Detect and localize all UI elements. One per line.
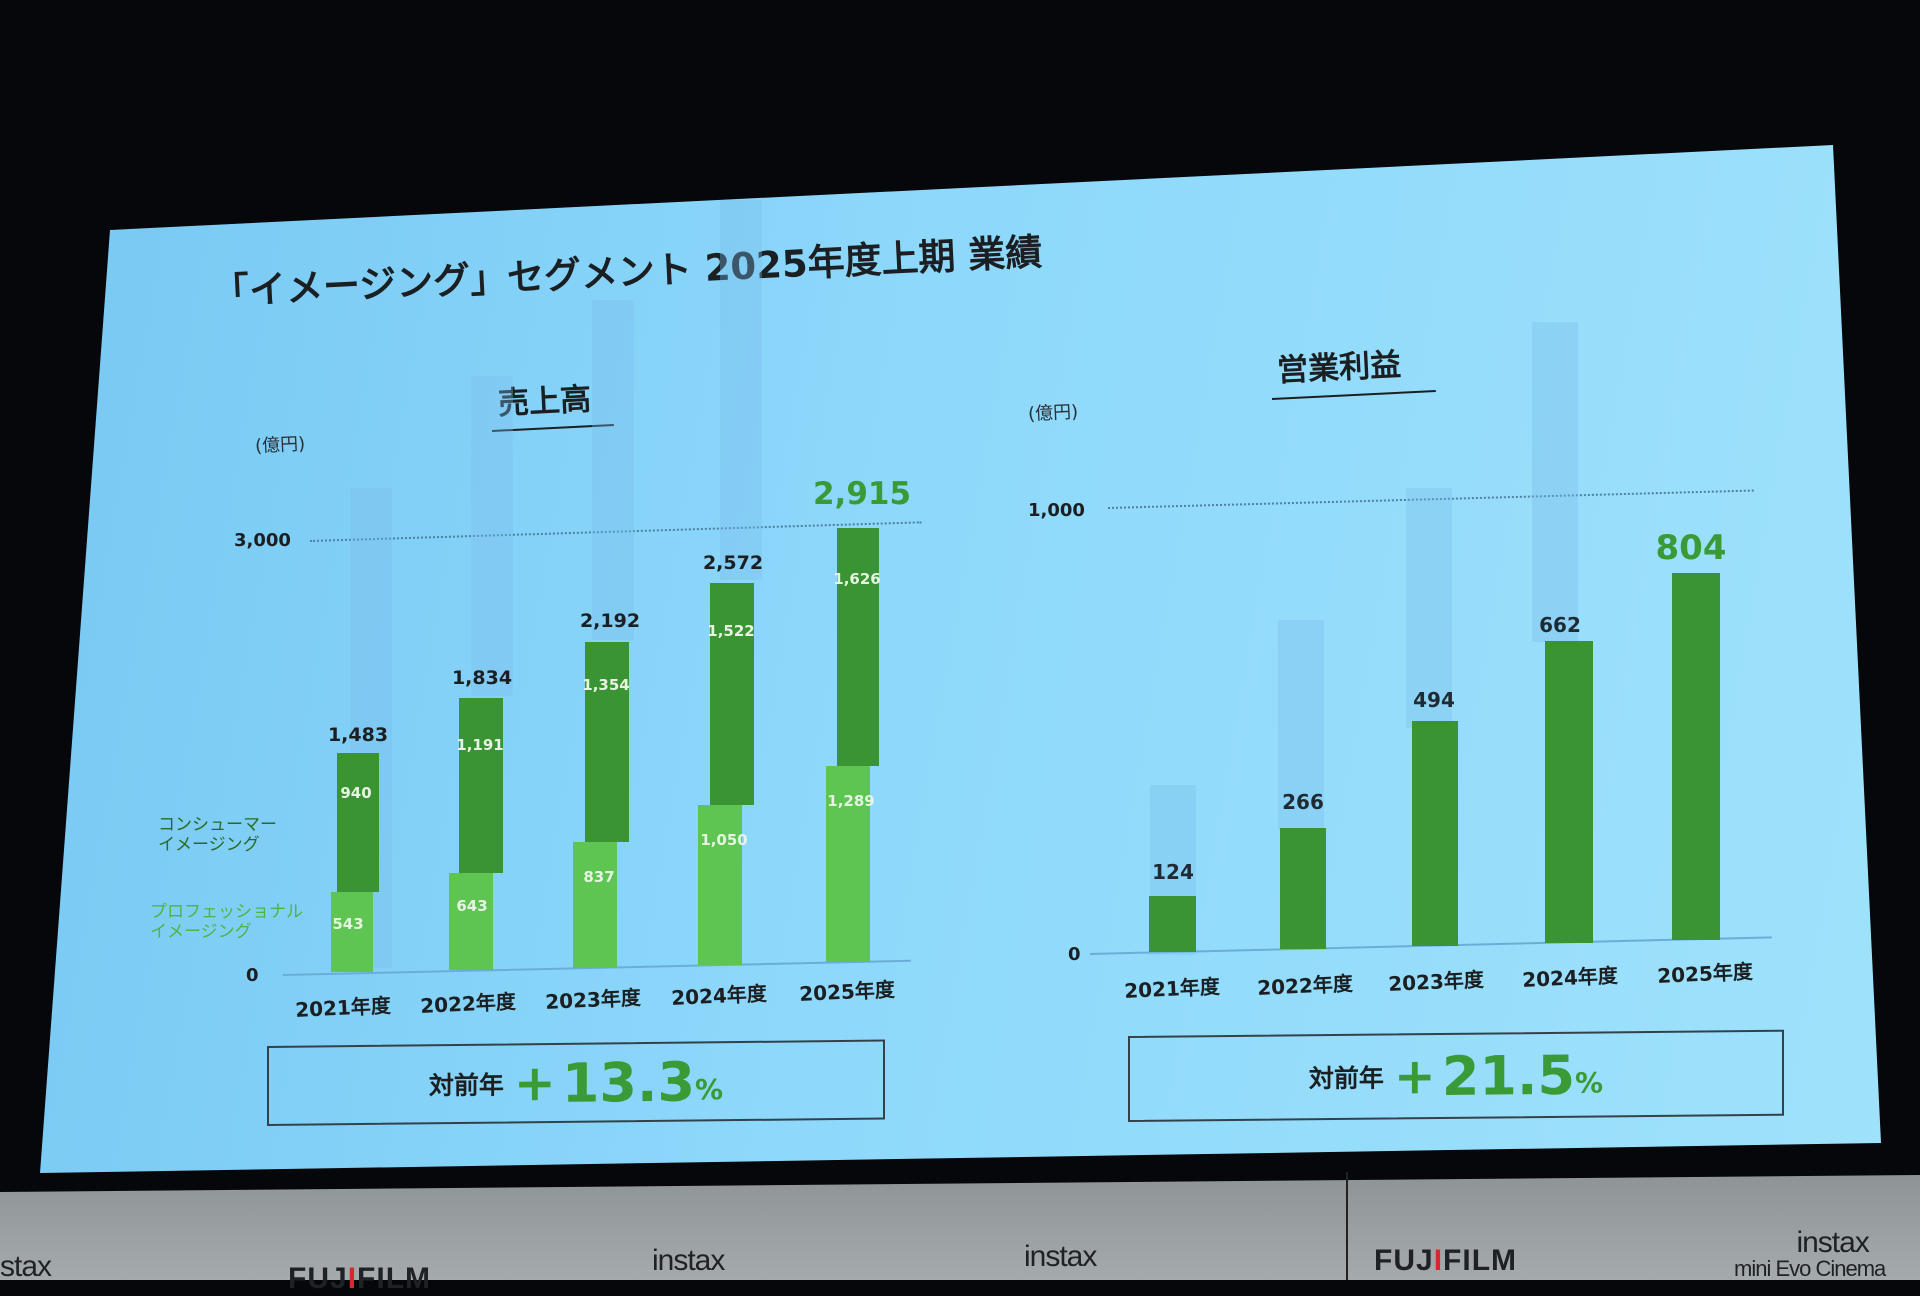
legend-consumer: コンシューマー イメージング xyxy=(158,815,277,855)
op-unit-label: (億円) xyxy=(1027,401,1079,425)
op-ytick-0: 0 xyxy=(1068,944,1081,965)
op-xlabel-2024: 2024年度 xyxy=(1521,963,1619,992)
op-bar-2021 xyxy=(1149,896,1196,952)
sales-professional-2024: 1,050 xyxy=(700,831,748,849)
op-bar-2023 xyxy=(1412,721,1458,946)
op-xlabel-2025: 2025年度 xyxy=(1656,959,1754,988)
op-yoy-plus: + xyxy=(1393,1047,1436,1106)
instax-logo: instax xyxy=(652,1244,725,1278)
instax-logo-subtext: mini Evo Cinema xyxy=(1734,1256,1886,1281)
sales-xlabel-2025: 2025年度 xyxy=(798,977,896,1006)
legend-consumer-line1: コンシューマー xyxy=(158,815,277,835)
fujifilm-logo-text-a: FUJ xyxy=(1374,1244,1434,1277)
op-bar-2024 xyxy=(1545,641,1593,943)
sales-xlabel-2022: 2022年度 xyxy=(419,989,517,1018)
legend-professional-line1: プロフェッショナル xyxy=(150,902,303,922)
sales-yoy-label: 対前年 xyxy=(428,1070,504,1101)
sales-xlabel-2021: 2021年度 xyxy=(294,993,392,1022)
op-ghost-column xyxy=(1406,488,1452,728)
sales-consumer-2022: 1,191 xyxy=(456,736,504,754)
sales-ytick-0: 0 xyxy=(246,965,259,986)
op-xlabel-2023: 2023年度 xyxy=(1387,967,1485,996)
instax-mini-link-logo: instax xyxy=(1024,1240,1097,1274)
sales-ghost-column xyxy=(720,200,762,580)
sales-xlabel-2024: 2024年度 xyxy=(670,981,768,1010)
fujifilm-logo: FUJIFILM xyxy=(288,1262,431,1296)
op-value-2022: 266 xyxy=(1282,790,1324,814)
op-value-2021: 124 xyxy=(1152,860,1194,884)
instax-logo-text: stax xyxy=(0,1250,52,1283)
sales-yoy-box: 対前年 + 13.3 % xyxy=(267,1039,885,1126)
sales-ghost-column xyxy=(592,300,634,640)
sales-consumer-2024: 1,522 xyxy=(707,622,755,640)
sales-total-2023: 2,192 xyxy=(579,610,641,632)
sales-total-2022: 1,834 xyxy=(451,667,513,689)
legend-consumer-line2: イメージング xyxy=(158,835,260,855)
sales-bar-2022-consumer xyxy=(459,698,503,873)
sales-professional-2023: 837 xyxy=(583,868,615,886)
instax-logo-text: instax xyxy=(1796,1226,1869,1259)
op-xlabel-2022: 2022年度 xyxy=(1256,971,1354,1000)
stage-backdrop-banner xyxy=(0,1175,1920,1280)
fujifilm-logo-text-b: FILM xyxy=(1443,1244,1518,1277)
legend-professional: プロフェッショナル イメージング xyxy=(150,902,303,942)
op-yoy-box: 対前年 + 21.5 % xyxy=(1128,1029,1784,1122)
sales-total-2021: 1,483 xyxy=(327,724,389,746)
sales-bar-2025-consumer xyxy=(837,528,879,766)
sales-bar-2021-professional xyxy=(331,892,373,972)
op-bar-2022 xyxy=(1280,828,1326,949)
op-ytick-1000: 1,000 xyxy=(1028,500,1085,521)
op-value-2024: 662 xyxy=(1539,613,1581,637)
sales-total-2024: 2,572 xyxy=(702,552,764,574)
sales-bar-2024-professional xyxy=(698,805,742,965)
op-ghost-column xyxy=(1278,620,1324,830)
op-xlabel-2021: 2021年度 xyxy=(1123,974,1221,1003)
op-value-2023: 494 xyxy=(1413,688,1455,712)
fujifilm-logo-text-a: FUJ xyxy=(288,1262,348,1295)
fujifilm-logo-i: I xyxy=(1433,1244,1444,1277)
sales-yoy-percent: % xyxy=(695,1072,724,1107)
sales-ghost-column xyxy=(471,376,513,696)
sales-bar-2023-consumer xyxy=(585,642,629,842)
fujifilm-logo-text-b: FILM xyxy=(357,1262,432,1295)
sales-bar-2022-professional xyxy=(449,873,493,970)
sales-bar-2023-professional xyxy=(573,842,617,968)
fujifilm-logo-i: I xyxy=(347,1262,358,1295)
instax-mini-evo-cinema-logo: instax mini Evo Cinema xyxy=(1734,1226,1886,1282)
sales-bar-2021-consumer xyxy=(337,753,379,892)
sales-unit-label: (億円) xyxy=(254,433,306,457)
sales-bar-2025-professional xyxy=(826,766,870,962)
instax-logo-text: instax xyxy=(1024,1240,1097,1273)
sales-bar-2024-consumer xyxy=(710,583,754,805)
sales-consumer-2021: 940 xyxy=(340,784,372,802)
instax-logo: stax xyxy=(0,1250,52,1284)
sales-professional-2025: 1,289 xyxy=(827,792,875,810)
legend-professional-line2: イメージング xyxy=(150,922,252,942)
sales-total-2025-highlight: 2,915 xyxy=(812,476,912,512)
banner-panel-divider xyxy=(1346,1172,1348,1280)
sales-xlabel-2023: 2023年度 xyxy=(544,985,642,1014)
sales-consumer-2025: 1,626 xyxy=(833,570,881,588)
instax-logo-text: instax xyxy=(652,1244,725,1277)
op-value-2025-highlight: 804 xyxy=(1655,528,1727,568)
op-ghost-column xyxy=(1532,322,1578,642)
sales-professional-2022: 643 xyxy=(456,897,488,915)
op-yoy-value: 21.5 xyxy=(1441,1043,1576,1108)
sales-professional-2021: 543 xyxy=(332,915,364,933)
sales-yoy-plus: + xyxy=(513,1053,556,1113)
op-chart-title: 営業利益 xyxy=(1276,346,1402,389)
sales-ytick-3000: 3,000 xyxy=(234,530,291,551)
op-yoy-percent: % xyxy=(1575,1065,1604,1100)
op-bar-2025 xyxy=(1672,573,1720,940)
op-yoy-label: 対前年 xyxy=(1308,1063,1384,1094)
fujifilm-logo: FUJIFILM xyxy=(1374,1244,1517,1278)
sales-consumer-2023: 1,354 xyxy=(582,676,630,694)
sales-yoy-value: 13.3 xyxy=(561,1050,696,1115)
